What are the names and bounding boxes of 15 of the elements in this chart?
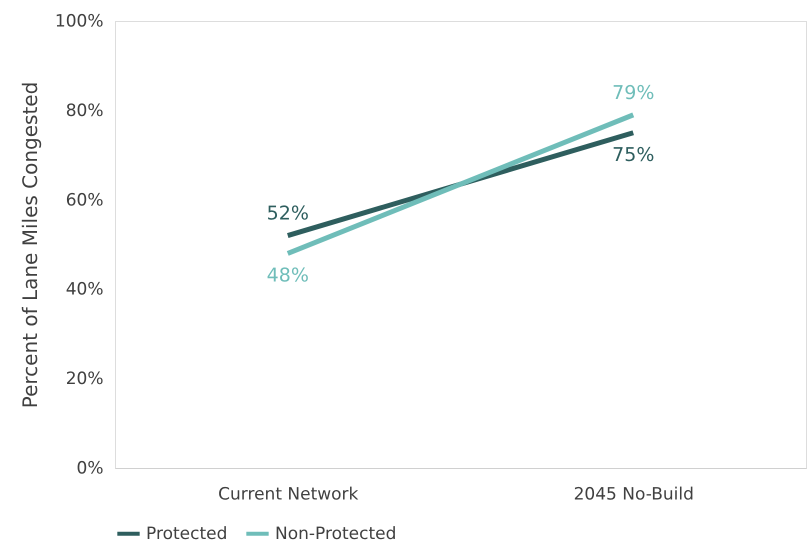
- y-tick-label: 0%: [76, 458, 104, 478]
- data-label: 52%: [266, 202, 309, 225]
- y-tick-label: 60%: [66, 190, 104, 210]
- data-label: 79%: [612, 82, 654, 104]
- x-tick-label: Current Network: [218, 484, 359, 504]
- data-label: 48%: [266, 264, 309, 286]
- legend-label: Non-Protected: [275, 524, 396, 544]
- x-tick-label: 2045 No-Build: [574, 484, 694, 504]
- y-tick-label: 20%: [66, 369, 104, 390]
- y-tick-label: 100%: [54, 12, 104, 32]
- y-tick-label: 80%: [66, 100, 104, 121]
- legend-label: Protected: [146, 524, 228, 544]
- y-tick-label: 40%: [66, 280, 104, 300]
- y-axis-title: Percent of Lane Miles Congested: [18, 82, 42, 408]
- data-label: 75%: [612, 144, 654, 166]
